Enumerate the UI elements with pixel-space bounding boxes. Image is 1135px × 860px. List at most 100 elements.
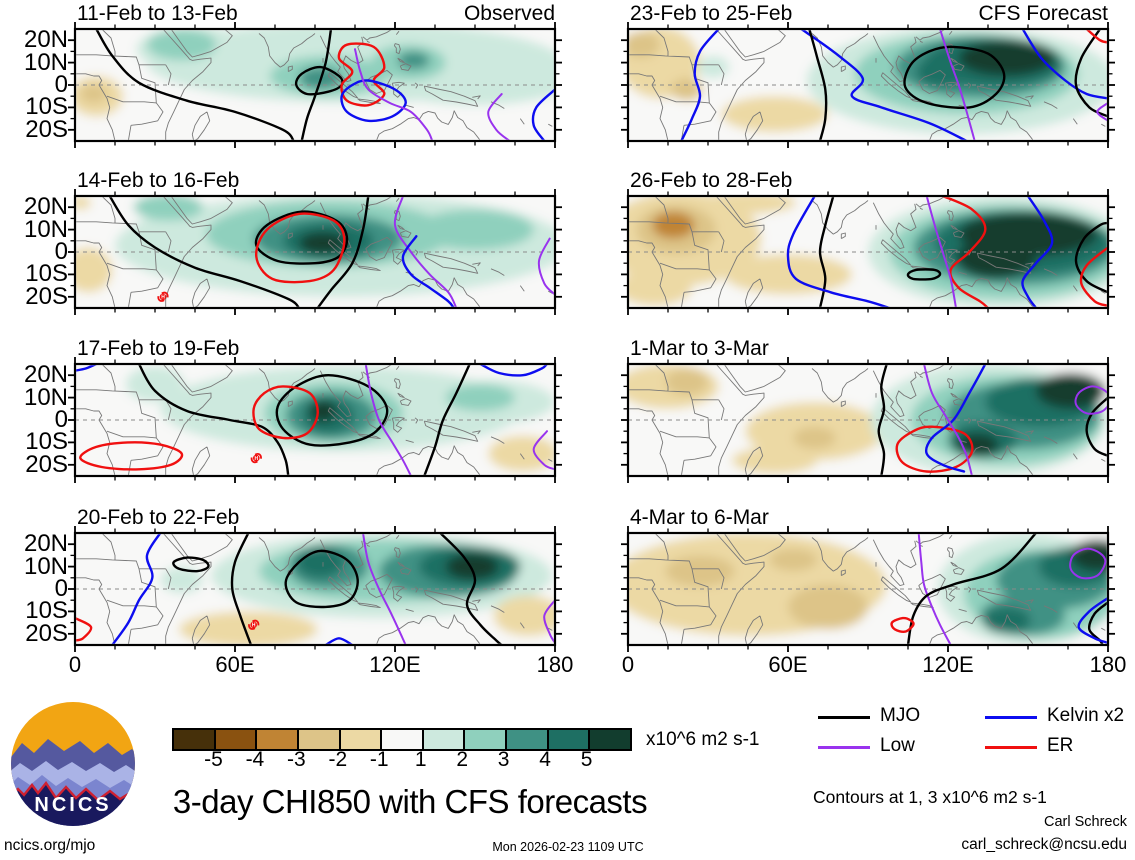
colorbar-tick-label: 4 <box>539 748 551 771</box>
lon-axis-label: 0 <box>621 652 635 677</box>
colorbar-tick-label: -5 <box>204 748 223 771</box>
svg-text:H: H <box>254 456 258 462</box>
cyclone-marker-icon: H <box>250 453 262 464</box>
logo-red-ridge <box>11 780 135 802</box>
panel-title: 26-Feb to 28-Feb <box>630 169 793 192</box>
lat-axis-label: 20N <box>23 361 68 389</box>
ncics-logo: NCICS <box>8 699 138 834</box>
map-panel-8 <box>621 526 1115 652</box>
logo-text: NCICS <box>34 794 111 816</box>
author-email: carl_schreck@ncsu.edu <box>961 836 1127 853</box>
lon-axis-label: 60E <box>768 652 808 677</box>
lat-axis-label: 0 <box>54 575 68 602</box>
panel-title: 11-Feb to 13-Feb <box>77 2 238 25</box>
lon-axis-label: 0 <box>68 652 82 677</box>
wave-contours <box>95 30 554 140</box>
colorbar-cell <box>588 730 631 749</box>
map-panel-6 <box>621 357 1115 483</box>
colorbar-tick-label: -1 <box>369 748 389 771</box>
colorbar-tick-label: 2 <box>456 748 469 771</box>
lat-axis-label: 20S <box>25 282 68 310</box>
colorbar-cell <box>505 730 547 749</box>
map-panel-4 <box>621 189 1115 315</box>
author-credit: Carl Schreck <box>1044 814 1127 830</box>
lat-axis-label: 20N <box>23 26 68 54</box>
svg-text:H: H <box>252 623 256 629</box>
colorbar-tick-label: -2 <box>328 748 348 771</box>
lat-axis-label: 20N <box>23 530 68 558</box>
lat-axis-label: 20S <box>25 619 68 647</box>
colorbar-cell <box>255 730 297 749</box>
colorbar <box>172 728 632 751</box>
map-panel-3: H <box>68 189 562 315</box>
panel-title: 23-Feb to 25-Feb <box>630 2 793 25</box>
lat-axis-label: 0 <box>54 71 68 98</box>
colorbar-cell <box>546 730 589 749</box>
lat-axis-label: 10S <box>25 93 68 121</box>
legend-label-kelvin: Kelvin x2 <box>1047 705 1125 726</box>
lat-axis-label: 10S <box>25 428 68 456</box>
legend-label-mjo: MJO <box>880 705 921 726</box>
colorbar-cell <box>174 730 214 749</box>
legend-line-low <box>818 746 870 749</box>
cyclone-marker-icon: H <box>248 619 260 630</box>
colorbar-cell <box>421 730 464 749</box>
wave-contours <box>786 197 1107 307</box>
panel-title: 4-Mar to 6-Mar <box>630 506 769 529</box>
lat-axis-label: 0 <box>54 238 68 265</box>
colorbar-tick-label: -4 <box>245 748 265 771</box>
legend-label-er: ER <box>1047 735 1074 756</box>
lat-axis-label: 10N <box>23 215 68 243</box>
lat-axis-label: 10S <box>25 597 68 625</box>
panel-title: 14-Feb to 16-Feb <box>77 169 240 192</box>
panel-corner-label: Observed <box>463 2 555 25</box>
panel-title: 1-Mar to 3-Mar <box>630 337 769 360</box>
site-url: ncics.org/mjo <box>4 837 96 854</box>
legend-label-low: Low <box>880 735 915 756</box>
lat-axis-label: 10N <box>23 48 68 76</box>
map-panel-7: H <box>68 526 562 652</box>
contours-note: Contours at 1, 3 x10^6 m2 s-1 <box>813 787 1047 807</box>
legend-line-kelvin <box>985 716 1037 719</box>
wave-contours <box>109 197 554 307</box>
lon-axis-label: 180 <box>1089 652 1127 677</box>
figure-title: 3-day CHI850 with CFS forecasts <box>172 783 648 820</box>
map-panel-5: H <box>68 357 562 483</box>
map-panel-1 <box>68 22 562 148</box>
lat-axis-label: 10S <box>25 260 68 288</box>
lat-axis-label: 10N <box>23 552 68 580</box>
colorbar-tick-label: 3 <box>497 748 510 771</box>
lat-axis-label: 20S <box>25 115 68 143</box>
colorbar-unit: x10^6 m2 s-1 <box>646 729 760 750</box>
panel-title: 20-Feb to 22-Feb <box>77 506 240 529</box>
lon-axis-label: 120E <box>922 652 974 677</box>
lat-axis-label: 20N <box>23 193 68 221</box>
legend-line-er <box>985 746 1037 749</box>
colorbar-cell <box>380 730 422 749</box>
panel-title: 17-Feb to 19-Feb <box>77 337 240 360</box>
svg-text:H: H <box>161 295 165 301</box>
lon-axis-label: 180 <box>536 652 574 677</box>
colorbar-tick-label: 1 <box>414 748 427 771</box>
lat-axis-label: 20S <box>25 450 68 478</box>
cyclone-marker-icon: H <box>157 291 169 302</box>
colorbar-tick-label: 5 <box>580 748 593 771</box>
colorbar-cell <box>338 730 381 749</box>
colorbar-cell <box>213 730 256 749</box>
colorbar-cell <box>296 730 339 749</box>
colorbar-cell <box>463 730 506 749</box>
lat-axis-label: 10N <box>23 383 68 411</box>
map-panel-2 <box>621 22 1115 148</box>
colorbar-tick-label: -3 <box>287 748 306 771</box>
wave-contours <box>680 30 1107 140</box>
wave-contours <box>877 365 1107 475</box>
lat-axis-label: 0 <box>54 406 68 433</box>
legend-line-mjo <box>818 716 870 719</box>
panel-corner-label: CFS Forecast <box>978 2 1108 25</box>
wave-contours <box>76 534 554 644</box>
generation-timestamp: Mon 2026-02-23 1109 UTC <box>492 840 644 854</box>
wave-contours <box>76 365 554 475</box>
lon-axis-label: 120E <box>369 652 421 677</box>
wave-contours <box>890 534 1107 644</box>
